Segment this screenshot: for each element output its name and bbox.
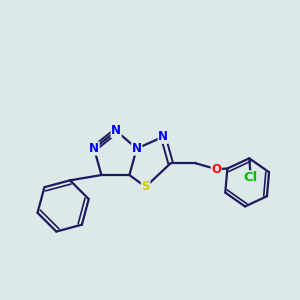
Text: Cl: Cl [244, 171, 258, 184]
Text: S: S [141, 180, 150, 193]
Text: N: N [132, 142, 142, 155]
Text: O: O [211, 163, 221, 176]
Text: N: N [89, 142, 99, 155]
Text: N: N [111, 124, 121, 137]
Text: N: N [158, 130, 168, 143]
